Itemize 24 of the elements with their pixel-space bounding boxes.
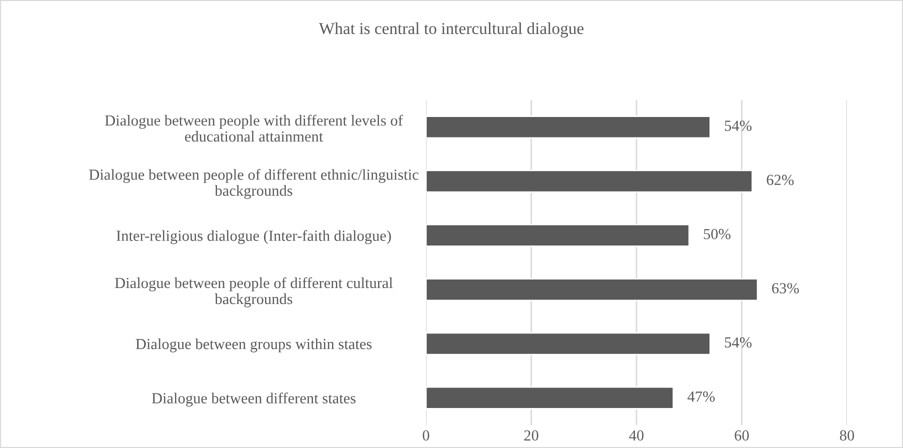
chart-title: What is central to intercultural dialogue [318,22,584,38]
data-label: 63% [772,283,799,294]
y-tick-label: Dialogue between people of different ethnic/linguistic backgrounds [89,168,418,199]
y-tick-label: Inter-religious dialogue (Inter-faith dialogue) [116,230,391,244]
y-tick-label: Dialogue between groups within states [136,338,372,352]
y-tick-label: Dialogue between people with different levels of educational attainment [105,114,403,142]
x-tick-label: 20 [524,430,538,441]
data-label: 54% [724,120,752,131]
x-tick-label: 0 [422,430,430,441]
data-label: 62% [766,174,794,186]
data-label: 50% [704,228,730,240]
bar [426,170,753,193]
bar [426,224,690,247]
bar [426,278,758,302]
x-tick-label: 80 [840,430,854,441]
data-label: 47% [688,391,715,402]
bar [426,386,674,410]
data-label: 54% [724,337,752,348]
bar [426,332,711,356]
bar [426,116,711,139]
y-tick-label: Dialogue between different states [152,392,356,407]
y-tick-label: Dialogue between people of different cultural backgrounds [115,277,393,308]
x-tick-label: 40 [629,430,644,441]
x-tick-label: 60 [734,430,749,441]
